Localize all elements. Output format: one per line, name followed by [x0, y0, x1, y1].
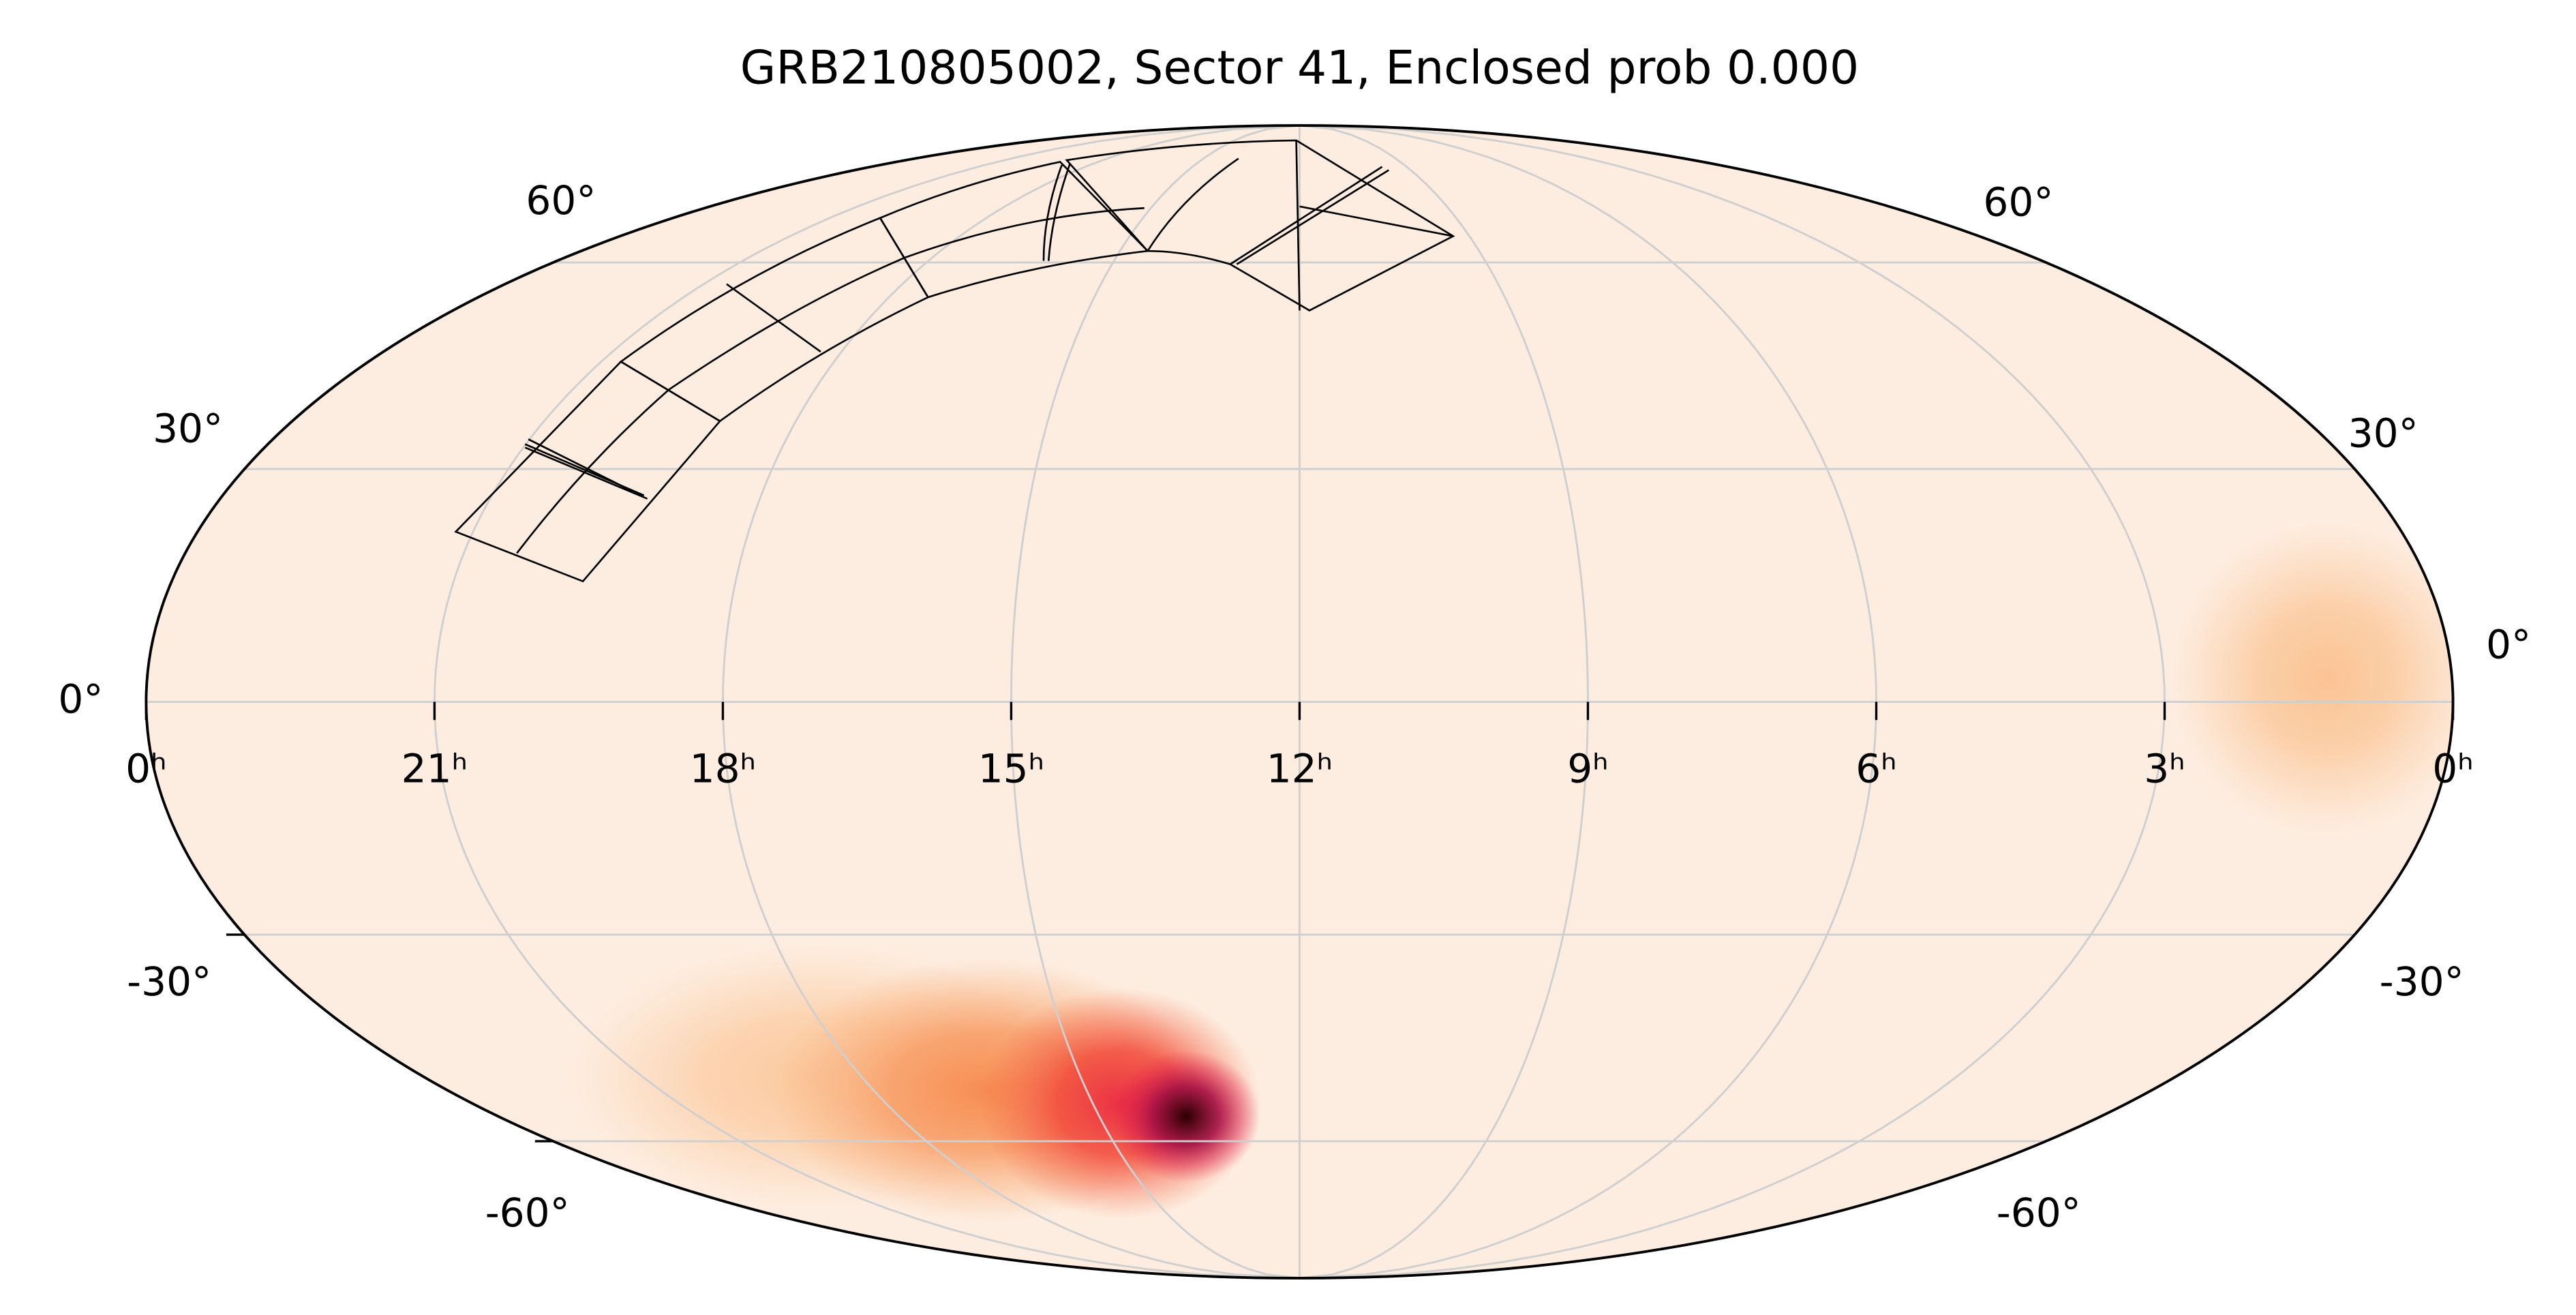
- probability-map: [570, 521, 2453, 1223]
- x-tick-label: 9ʰ: [1567, 745, 1608, 791]
- ccd-gap: [524, 438, 648, 500]
- probability-peak: [1111, 1050, 1260, 1183]
- graticule: [146, 124, 2453, 1280]
- chart-title: GRB210805002, Sector 41, Enclosed prob 0…: [740, 41, 1859, 95]
- x-tick-label: 3ʰ: [2144, 745, 2185, 791]
- x-tick-label: 12ʰ: [1267, 745, 1333, 791]
- sky-outline: [145, 124, 2455, 1280]
- x-tick-label: 21ʰ: [401, 745, 468, 791]
- y-tick-label: -60°: [485, 1190, 570, 1236]
- y-tick-label: 60°: [526, 177, 596, 224]
- x-tick-label: 0ʰ: [125, 745, 166, 791]
- y-tick-label: -30°: [127, 958, 211, 1005]
- y-tick-label: 30°: [153, 405, 223, 451]
- probability-peak: [2170, 521, 2453, 835]
- ccd-gap: [1047, 163, 1389, 265]
- y-tick-label: 0°: [58, 676, 103, 723]
- y-tick-label: 30°: [2348, 410, 2419, 457]
- x-tick-label: 0ʰ: [2432, 745, 2473, 791]
- x-tick-label: 15ʰ: [978, 745, 1044, 791]
- x-tick-label: 6ʰ: [1855, 745, 1896, 791]
- y-tick-label: 60°: [1983, 179, 2053, 225]
- y-tick-label: -60°: [1997, 1190, 2081, 1236]
- x-tick-label: 18ʰ: [690, 745, 756, 791]
- y-tick-label: -30°: [2380, 958, 2464, 1005]
- sector-footprint: [454, 139, 1455, 583]
- y-tick-label: 0°: [2486, 622, 2531, 668]
- tick-labels: 0ʰ 21ʰ 18ʰ 15ʰ 12ʰ 9ʰ 6ʰ 3ʰ 0ʰ -60° -60° -30° -30° 0°…: [58, 177, 2531, 1236]
